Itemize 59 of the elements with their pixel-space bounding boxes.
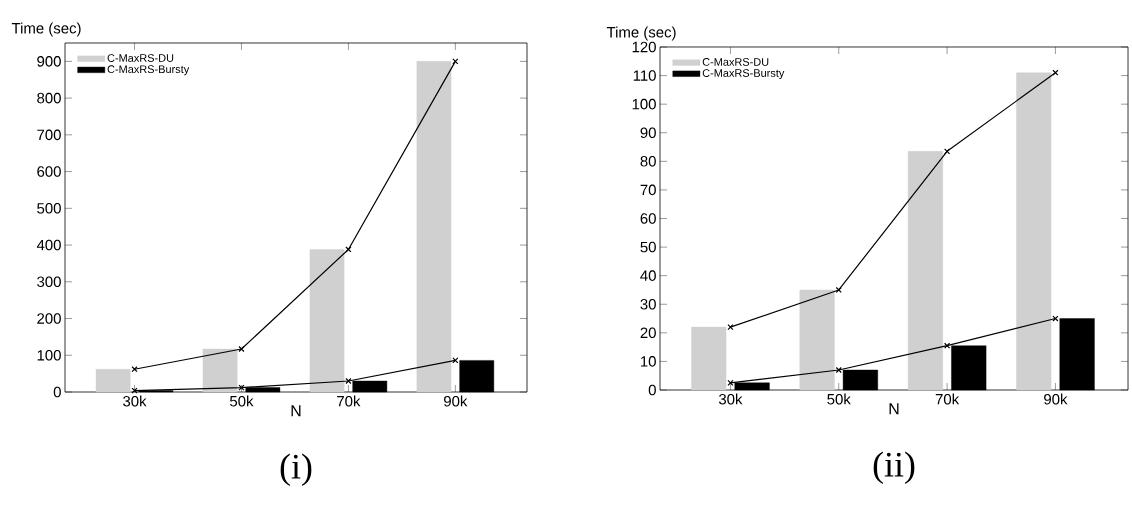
text: (ii): [873, 451, 915, 485]
legend-label: C-MaxRS-Bursty: [107, 65, 190, 76]
bar: [907, 151, 943, 391]
y-tick-label: 30: [640, 298, 656, 310]
legend-label: C-MaxRS-DU: [702, 58, 769, 66]
y-tick-label: 120: [632, 41, 656, 53]
x-axis-title: N: [291, 405, 301, 417]
point: [238, 345, 245, 353]
bar: [1016, 72, 1052, 391]
legend-label: C-MaxRS-DU: [107, 54, 174, 62]
bar: [95, 369, 131, 393]
point: [944, 342, 951, 349]
point: [131, 366, 138, 373]
legend-label: C-MaxRS-Bursty: [702, 69, 785, 80]
y-tick-label: 100: [37, 349, 61, 361]
point: [835, 366, 842, 374]
y-tick-label: 0: [53, 386, 61, 398]
bar: [416, 61, 452, 393]
y-tick-label: 600: [37, 166, 61, 177]
y-axis-title: Time (sec): [606, 26, 676, 41]
bar: [799, 289, 835, 391]
x-tick-label: 30k: [123, 395, 147, 407]
point: [944, 148, 951, 155]
y-tick-label: 400: [36, 239, 61, 251]
y-tick-label: 50: [640, 241, 656, 253]
y-tick-label: 80: [640, 156, 656, 167]
x-tick-label: 30k: [718, 393, 743, 405]
y-tick-label: 100: [632, 98, 656, 110]
x-tick-label: 70k: [337, 395, 361, 407]
y-tick-label: 10: [641, 356, 656, 367]
x-tick-label: 90k: [1044, 393, 1068, 405]
x-tick-label: 70k: [935, 393, 960, 405]
x-tick-label: 50k: [230, 395, 254, 407]
text: (i): [280, 453, 312, 487]
y-tick-label: 200: [37, 313, 61, 324]
y-tick-label: 900: [37, 56, 61, 67]
y-tick-label: 60: [640, 213, 656, 224]
y-tick-label: 110: [633, 70, 656, 81]
x-tick-label: 90k: [444, 395, 468, 407]
point: [835, 286, 842, 294]
y-tick-label: 70: [640, 184, 656, 196]
y-tick-label: 700: [37, 129, 61, 141]
point: [345, 377, 352, 385]
bar: [309, 249, 345, 393]
x-axis-title: N: [889, 403, 899, 415]
x-tick-label: 50k: [827, 393, 851, 405]
y-tick-label: 20: [640, 327, 656, 339]
y-axis-title: Time (sec): [11, 22, 81, 37]
point: [727, 324, 734, 331]
y-tick-label: 300: [37, 276, 61, 288]
point: [1052, 69, 1059, 76]
y-tick-label: 800: [37, 92, 61, 104]
y-tick-label: 40: [640, 270, 656, 281]
y-tick-label: 0: [648, 384, 656, 396]
y-tick-label: 90: [640, 127, 656, 139]
y-tick-label: 500: [37, 203, 61, 214]
bar: [691, 326, 727, 391]
bar: [202, 348, 238, 393]
point: [727, 379, 734, 386]
